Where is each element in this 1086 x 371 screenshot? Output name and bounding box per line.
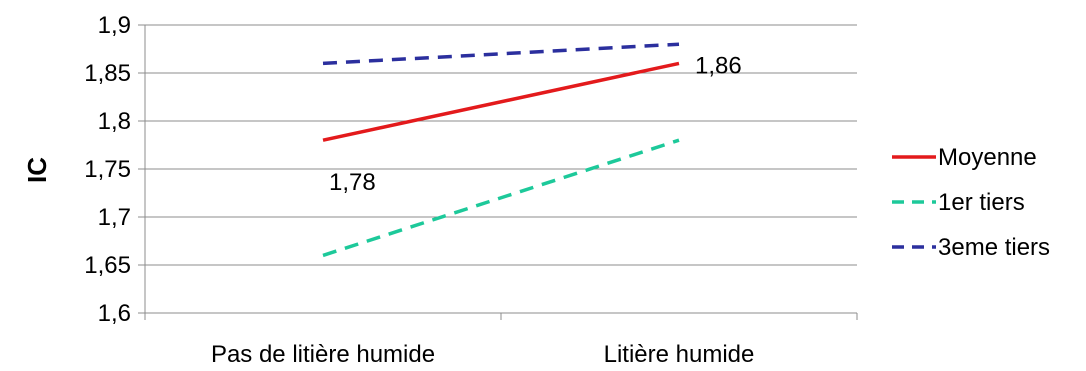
data-labels: 1,78 1,86: [329, 52, 742, 196]
x-tick-label: Litière humide: [604, 341, 755, 368]
series-line: [322, 61, 680, 142]
y-tick-label: 1,8: [98, 108, 131, 135]
y-axis-title: IC: [22, 157, 52, 183]
y-tick-label: 1,9: [98, 12, 131, 39]
gridlines: [145, 24, 857, 314]
legend-label: Moyenne: [938, 144, 1037, 171]
x-tick-labels: Pas de litière humide Litière humide: [211, 341, 754, 368]
axes: [138, 24, 858, 320]
legend-label: 1er tiers: [938, 189, 1025, 216]
series-line: [322, 42, 680, 66]
y-tick-label: 1,65: [84, 252, 131, 279]
data-label: 1,86: [695, 52, 742, 79]
y-tick-label: 1,6: [98, 300, 131, 327]
data-label: 1,78: [329, 169, 376, 196]
x-tick-label: Pas de litière humide: [211, 341, 435, 368]
y-tick-labels: 1,6 1,65 1,7 1,75 1,8 1,85 1,9: [84, 12, 131, 327]
y-tick-label: 1,85: [84, 60, 131, 87]
y-tick-label: 1,7: [98, 204, 131, 231]
legend: Moyenne 1er tiers 3eme tiers: [892, 144, 1050, 261]
series-line: [322, 138, 680, 258]
legend-label: 3eme tiers: [938, 234, 1050, 261]
y-tick-label: 1,75: [84, 156, 131, 183]
series-lines: [322, 42, 680, 258]
